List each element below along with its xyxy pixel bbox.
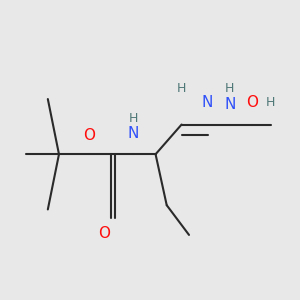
Text: N: N	[202, 95, 213, 110]
Text: H: H	[266, 96, 275, 109]
Text: H: H	[177, 82, 186, 95]
Text: H: H	[129, 112, 138, 125]
Text: N: N	[128, 126, 139, 141]
Text: O: O	[83, 128, 95, 143]
Text: O: O	[98, 226, 110, 241]
Text: O: O	[246, 95, 258, 110]
Text: H: H	[225, 82, 235, 95]
Text: N: N	[224, 97, 236, 112]
